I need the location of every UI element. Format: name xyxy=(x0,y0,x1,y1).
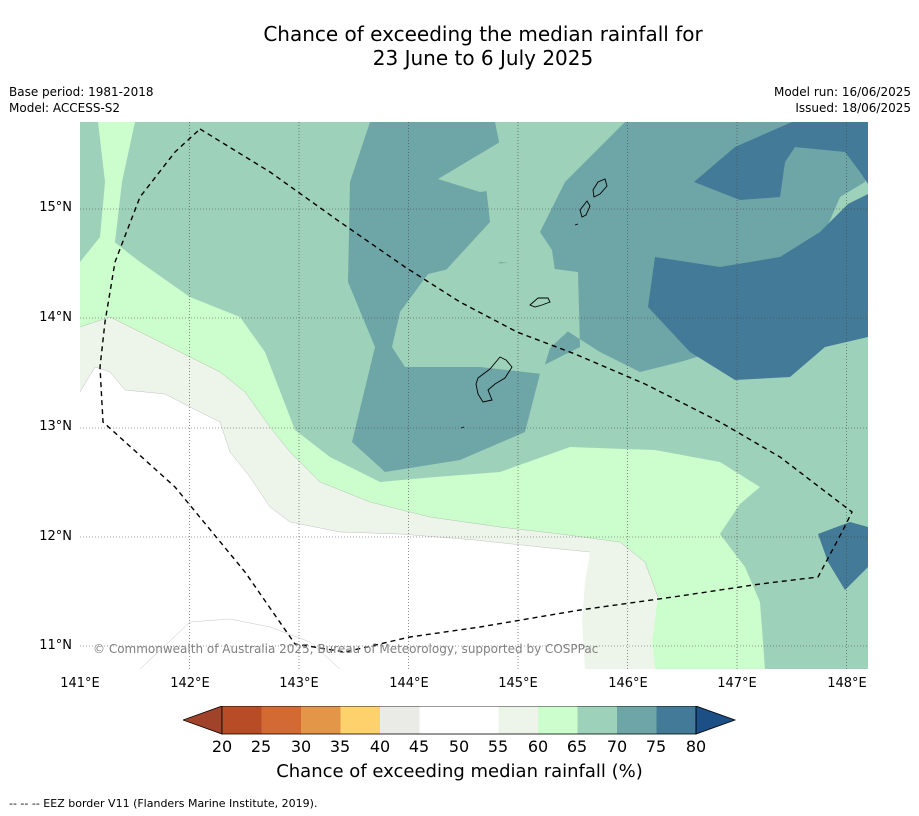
colorbar-tick-80: 80 xyxy=(685,737,707,756)
lat-label-11n: 11°N xyxy=(39,638,72,653)
region-75-80-northeast xyxy=(694,122,868,200)
island-rota xyxy=(529,297,551,308)
colorbar-bin-45-50 xyxy=(419,706,459,734)
eez-border xyxy=(99,128,853,653)
lon-label-143e: 143°E xyxy=(279,676,319,691)
lat-label-15n: 15°N xyxy=(39,200,72,215)
lon-label-147e: 147°E xyxy=(717,676,757,691)
lon-label-142e: 142°E xyxy=(170,676,210,691)
colorbar-tick-40: 40 xyxy=(369,737,391,756)
colorbar-tick-20: 20 xyxy=(211,737,233,756)
colorbar-bin-35-40 xyxy=(340,706,380,734)
island-guam xyxy=(475,356,513,403)
colorbar-tick-25: 25 xyxy=(250,737,272,756)
colorbar-bin-60-65 xyxy=(538,706,578,734)
meta-right: Model run: 16/06/2025 Issued: 18/06/2025 xyxy=(774,84,911,116)
colorbar-tick-30: 30 xyxy=(290,737,312,756)
lon-label-144e: 144°E xyxy=(389,676,429,691)
title-line-1: Chance of exceeding the median rainfall … xyxy=(263,22,703,46)
colorbar-tick-65: 65 xyxy=(566,737,588,756)
lat-label-12n: 12°N xyxy=(39,529,72,544)
rainfall-map xyxy=(80,122,868,669)
colorbar-frame xyxy=(221,706,697,735)
map-title: Chance of exceeding the median rainfall … xyxy=(0,22,919,70)
lon-label-141e: 141°E xyxy=(60,676,100,691)
copyright-text: © Commonwealth of Australia 2025, Bureau… xyxy=(93,642,599,656)
colorbar-title: Chance of exceeding median rainfall (%) xyxy=(276,761,643,782)
model-name: Model: ACCESS-S2 xyxy=(9,101,121,115)
colorbar-tick-70: 70 xyxy=(606,737,628,756)
colorbar-tick-35: 35 xyxy=(329,737,351,756)
island-cocos xyxy=(460,426,465,429)
colorbar-bin-30-35 xyxy=(301,706,341,734)
model-run: Model run: 16/06/2025 xyxy=(773,85,911,99)
colorbar-bin-75-80 xyxy=(656,706,696,734)
base-period: Base period: 1981-2018 xyxy=(9,85,154,99)
island-aguijan xyxy=(574,223,579,226)
colorbar-tick-60: 60 xyxy=(527,737,549,756)
region-75-80-east xyxy=(648,194,868,380)
title-line-2: 23 June to 6 July 2025 xyxy=(372,46,594,70)
colorbar-high-extend xyxy=(695,706,737,735)
region-75-80-southeast xyxy=(818,522,868,590)
colorbar-bin-55-60 xyxy=(498,706,538,734)
meta-left: Base period: 1981-2018 Model: ACCESS-S2 xyxy=(9,84,154,116)
lon-label-145e: 145°E xyxy=(498,676,538,691)
colorbar-bin-50-55 xyxy=(459,706,499,734)
colorbar-bin-70-75 xyxy=(617,706,657,734)
region-65-70-north xyxy=(438,122,625,192)
region-50-55 xyxy=(80,367,590,669)
islands xyxy=(460,178,608,429)
colorbar-tick-55: 55 xyxy=(487,737,509,756)
island-tinian xyxy=(579,200,591,218)
colorbar-bin-20-25 xyxy=(222,706,262,734)
region-60-65-west-strip xyxy=(80,122,135,262)
colorbar-bin-65-70 xyxy=(577,706,617,734)
colorbar xyxy=(183,706,737,735)
issued-date: Issued: 18/06/2025 xyxy=(795,101,911,115)
colorbar-tick-45: 45 xyxy=(408,737,430,756)
lon-label-146e: 146°E xyxy=(608,676,648,691)
colorbar-bin-40-45 xyxy=(380,706,420,734)
lat-label-14n: 14°N xyxy=(39,310,72,325)
colorbar-tick-75: 75 xyxy=(645,737,667,756)
island-saipan xyxy=(592,178,608,198)
colorbar-tick-50: 50 xyxy=(448,737,470,756)
lat-label-13n: 13°N xyxy=(39,419,72,434)
eez-legend-note: -- -- -- EEZ border V11 (Flanders Marine… xyxy=(9,797,318,810)
colorbar-low-extend xyxy=(183,706,223,735)
colorbar-bin-25-30 xyxy=(261,706,301,734)
gridlines xyxy=(80,122,868,669)
lon-label-148e: 148°E xyxy=(827,676,867,691)
